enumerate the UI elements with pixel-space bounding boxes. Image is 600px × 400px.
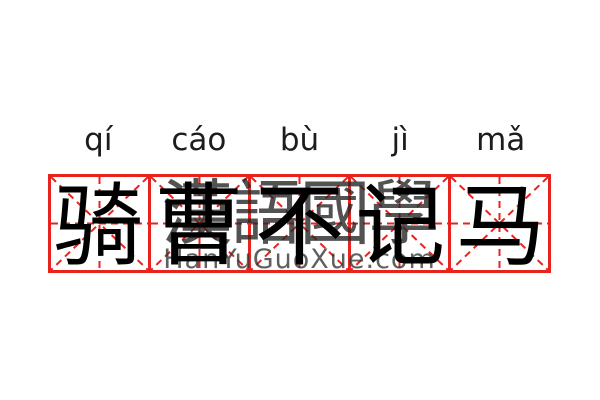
character-grid: [48, 174, 551, 273]
grid-cell: [451, 177, 548, 270]
pinyin-syllable: cáo: [171, 122, 227, 158]
hanzi-character: 曹: [153, 173, 244, 279]
hanzi-character: 记: [355, 173, 446, 279]
characters-row: 骑 曹 不 记 马: [48, 174, 551, 273]
hanzi-character: 马: [455, 173, 546, 279]
character-cell: 记: [350, 174, 451, 273]
watermark-latin: HanYuGuoXue.com: [163, 244, 436, 275]
character-cell: 曹: [149, 174, 250, 273]
pinyin-syllable: jì: [391, 122, 409, 158]
pinyin-row: qí cáo bù jì mǎ: [48, 112, 551, 160]
mizige-guide-lines: [451, 177, 548, 270]
mizige-guide-lines: [151, 177, 248, 270]
grid-cell: [251, 177, 351, 270]
pinyin-syllable: qí: [84, 122, 113, 158]
character-cell: 骑: [48, 174, 149, 273]
hanzi-character: 不: [254, 173, 345, 279]
watermark-cjk: 漢語國學: [161, 172, 439, 255]
pinyin-syllable: bù: [279, 122, 320, 158]
grid-cell: [51, 177, 151, 270]
grid-cell: [151, 177, 251, 270]
hanzi-character: 骑: [53, 173, 144, 279]
pinyin-syllable: mǎ: [476, 122, 526, 158]
character-cell: 不: [249, 174, 350, 273]
grid-cell: [351, 177, 451, 270]
mizige-guide-lines: [51, 177, 148, 270]
mizige-guide-lines: [251, 177, 348, 270]
character-cell: 马: [450, 174, 551, 273]
mizige-guide-lines: [351, 177, 448, 270]
